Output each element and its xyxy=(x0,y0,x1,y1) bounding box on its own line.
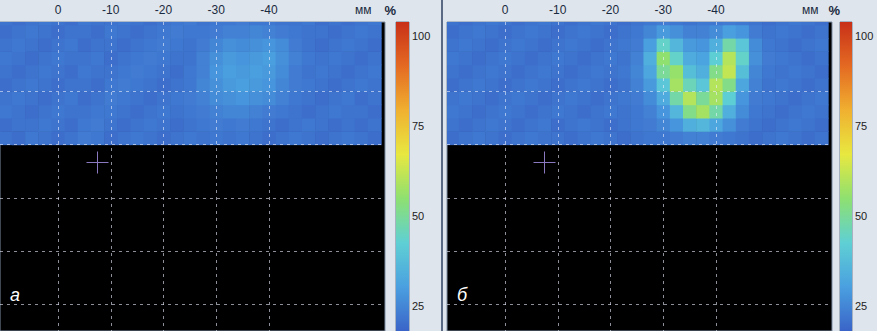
svg-text:50: 50 xyxy=(412,210,424,222)
svg-text:50: 50 xyxy=(855,210,867,222)
svg-text:-40: -40 xyxy=(707,3,725,17)
svg-text:-20: -20 xyxy=(155,3,173,17)
svg-text:25: 25 xyxy=(412,300,424,312)
svg-text:0: 0 xyxy=(55,3,62,17)
svg-text:-20: -20 xyxy=(602,3,620,17)
svg-text:25: 25 xyxy=(855,300,867,312)
svg-text:-10: -10 xyxy=(549,3,567,17)
svg-text:б: б xyxy=(457,285,468,305)
svg-text:-40: -40 xyxy=(260,3,278,17)
svg-text:75: 75 xyxy=(412,120,424,132)
svg-text:75: 75 xyxy=(855,120,867,132)
svg-text:мм: мм xyxy=(802,3,819,17)
svg-text:-30: -30 xyxy=(208,3,226,17)
svg-text:а: а xyxy=(10,285,20,305)
svg-text:0: 0 xyxy=(502,3,509,17)
svg-text:-30: -30 xyxy=(655,3,673,17)
svg-text:%: % xyxy=(828,3,840,18)
svg-text:%: % xyxy=(384,3,396,18)
svg-text:100: 100 xyxy=(412,30,430,42)
svg-text:-10: -10 xyxy=(102,3,120,17)
svg-text:100: 100 xyxy=(855,30,873,42)
svg-text:мм: мм xyxy=(355,3,372,17)
